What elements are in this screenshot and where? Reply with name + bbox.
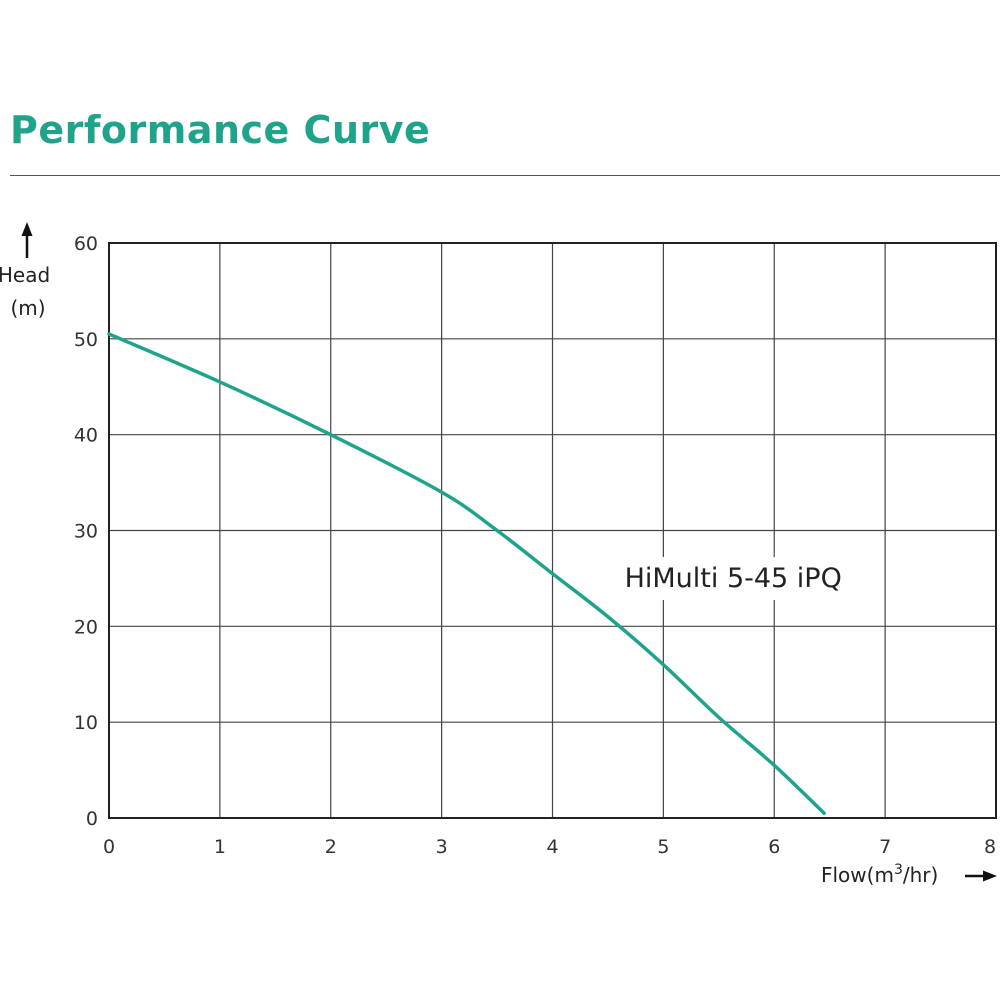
y-tick-label: 10 bbox=[74, 712, 98, 734]
plot-frame bbox=[108, 242, 997, 819]
series-label: HiMulti 5-45 iPQ bbox=[625, 563, 842, 594]
page-title: Performance Curve bbox=[10, 108, 431, 152]
y-axis-label-line2: (m) bbox=[10, 296, 45, 320]
y-tick-label: 20 bbox=[74, 616, 98, 638]
y-axis-label-line1: Head bbox=[0, 263, 50, 287]
x-tick-label: 3 bbox=[436, 836, 448, 858]
y-tick-label: 50 bbox=[74, 329, 98, 351]
y-tick-label: 40 bbox=[74, 425, 98, 447]
y-axis-ticks: 0 10 20 30 40 50 60 bbox=[74, 233, 98, 830]
x-tick-label: 4 bbox=[546, 836, 558, 858]
x-axis-arrow-icon bbox=[965, 870, 997, 882]
x-tick-label: 5 bbox=[657, 836, 669, 858]
y-axis-arrow-icon bbox=[21, 222, 33, 258]
x-tick-label: 7 bbox=[879, 836, 891, 858]
x-axis-label: Flow(m3/hr) bbox=[821, 862, 938, 887]
y-tick-label: 30 bbox=[74, 521, 98, 543]
y-tick-label: 60 bbox=[74, 233, 98, 255]
series-label-background bbox=[616, 557, 850, 601]
series-line-himulti bbox=[107, 332, 826, 815]
x-axis-ticks: 0 1 2 3 4 5 6 7 8 bbox=[103, 836, 996, 858]
x-tick-label: 2 bbox=[325, 836, 337, 858]
title-divider bbox=[10, 175, 1000, 176]
x-tick-label: 8 bbox=[984, 836, 996, 858]
y-tick-label: 0 bbox=[86, 808, 98, 830]
x-tick-label: 6 bbox=[768, 836, 780, 858]
x-tick-label: 1 bbox=[214, 836, 226, 858]
x-tick-label: 0 bbox=[103, 836, 115, 858]
grid bbox=[108, 242, 997, 819]
